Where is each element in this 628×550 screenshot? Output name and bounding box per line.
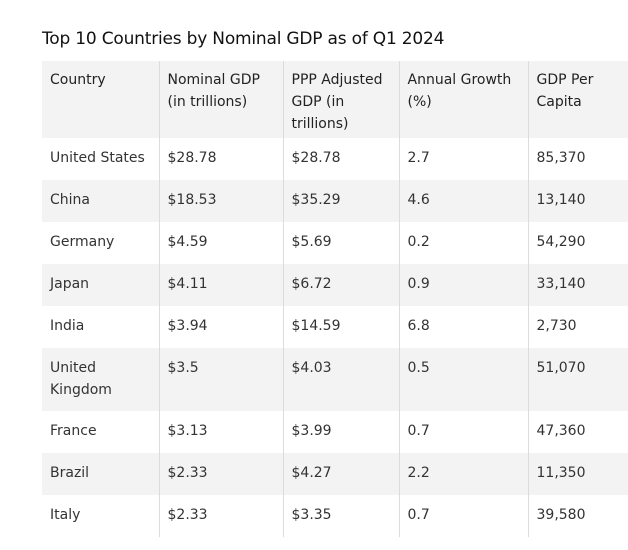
cell-country: France (42, 411, 160, 453)
header-gdp-per-capita: GDP Per Capita (528, 61, 628, 138)
table-row: Germany $4.59 $5.69 0.2 54,290 (42, 222, 628, 264)
table-row: Japan $4.11 $6.72 0.9 33,140 (42, 264, 628, 306)
cell-ppp-gdp: $4.27 (283, 453, 400, 495)
cell-nominal-gdp: $4.59 (159, 222, 284, 264)
header-nominal-gdp: Nominal GDP (in trillions) (159, 61, 284, 138)
table-row: United Kingdom $3.5 $4.03 0.5 51,070 (42, 348, 628, 411)
cell-ppp-gdp: $3.99 (283, 411, 400, 453)
table-row: India $3.94 $14.59 6.8 2,730 (42, 306, 628, 348)
header-row: Country Nominal GDP (in trillions) PPP A… (42, 61, 628, 138)
header-country: Country (42, 61, 160, 138)
cell-ppp-gdp: $14.59 (283, 306, 400, 348)
cell-country: United Kingdom (42, 348, 160, 411)
cell-country: Brazil (42, 453, 160, 495)
cell-ppp-gdp: $6.72 (283, 264, 400, 306)
cell-annual-growth: 2.7 (399, 138, 529, 180)
cell-annual-growth: 6.8 (399, 306, 529, 348)
cell-annual-growth: 4.6 (399, 180, 529, 222)
cell-gdp-per-capita: 51,070 (528, 348, 628, 411)
cell-gdp-per-capita: 47,360 (536, 423, 586, 439)
cell-gdp-per-capita: 39,580 (536, 507, 586, 523)
cell-nominal-gdp: $3.94 (159, 306, 284, 348)
header-ppp-gdp: PPP Adjusted GDP (in trillions) (283, 61, 400, 138)
cell-country: Germany (42, 222, 160, 264)
cell-nominal-gdp: $2.33 (159, 495, 284, 537)
cell-annual-growth: 0.7 (399, 495, 529, 537)
cell-nominal-gdp: $3.5 (159, 348, 284, 411)
cell-country: China (42, 180, 160, 222)
cell-ppp-gdp: $5.69 (283, 222, 400, 264)
cell-gdp-per-capita: 2,730 (536, 318, 577, 334)
table-row: Italy $2.33 $3.35 0.7 39,580 (42, 495, 628, 537)
table-row: France $3.13 $3.99 0.7 47,360 (42, 411, 628, 453)
cell-ppp-gdp: $3.35 (283, 495, 400, 537)
cell-country: United States (42, 138, 160, 180)
cell-annual-growth: 0.9 (399, 264, 529, 306)
gdp-table: Country Nominal GDP (in trillions) PPP A… (42, 61, 628, 537)
cell-ppp-gdp: $35.29 (283, 180, 400, 222)
cell-country: Italy (42, 495, 160, 537)
cell-gdp-per-capita: 54,290 (536, 234, 586, 250)
cell-ppp-gdp: $4.03 (283, 348, 400, 411)
cell-country: India (42, 306, 160, 348)
cell-ppp-gdp: $28.78 (283, 138, 400, 180)
cell-annual-growth: 0.2 (399, 222, 529, 264)
table-row: Brazil $2.33 $4.27 2.2 11,350 (42, 453, 628, 495)
header-annual-growth: Annual Growth (%) (399, 61, 529, 138)
cell-nominal-gdp: $2.33 (159, 453, 284, 495)
cell-annual-growth: 0.7 (399, 411, 529, 453)
cell-country: Japan (42, 264, 160, 306)
table-title: Top 10 Countries by Nominal GDP as of Q1… (42, 29, 445, 49)
cell-nominal-gdp: $4.11 (159, 264, 284, 306)
cell-gdp-per-capita: 13,140 (528, 180, 628, 222)
cell-nominal-gdp: $28.78 (159, 138, 284, 180)
cell-annual-growth: 2.2 (399, 453, 529, 495)
cell-nominal-gdp: $3.13 (159, 411, 284, 453)
cell-gdp-per-capita: 11,350 (528, 453, 628, 495)
cell-gdp-per-capita: 33,140 (528, 264, 628, 306)
cell-nominal-gdp: $18.53 (159, 180, 284, 222)
table-row: China $18.53 $35.29 4.6 13,140 (42, 180, 628, 222)
table-row: United States $28.78 $28.78 2.7 85,370 (42, 138, 628, 180)
cell-gdp-per-capita: 85,370 (536, 150, 586, 166)
cell-annual-growth: 0.5 (399, 348, 529, 411)
